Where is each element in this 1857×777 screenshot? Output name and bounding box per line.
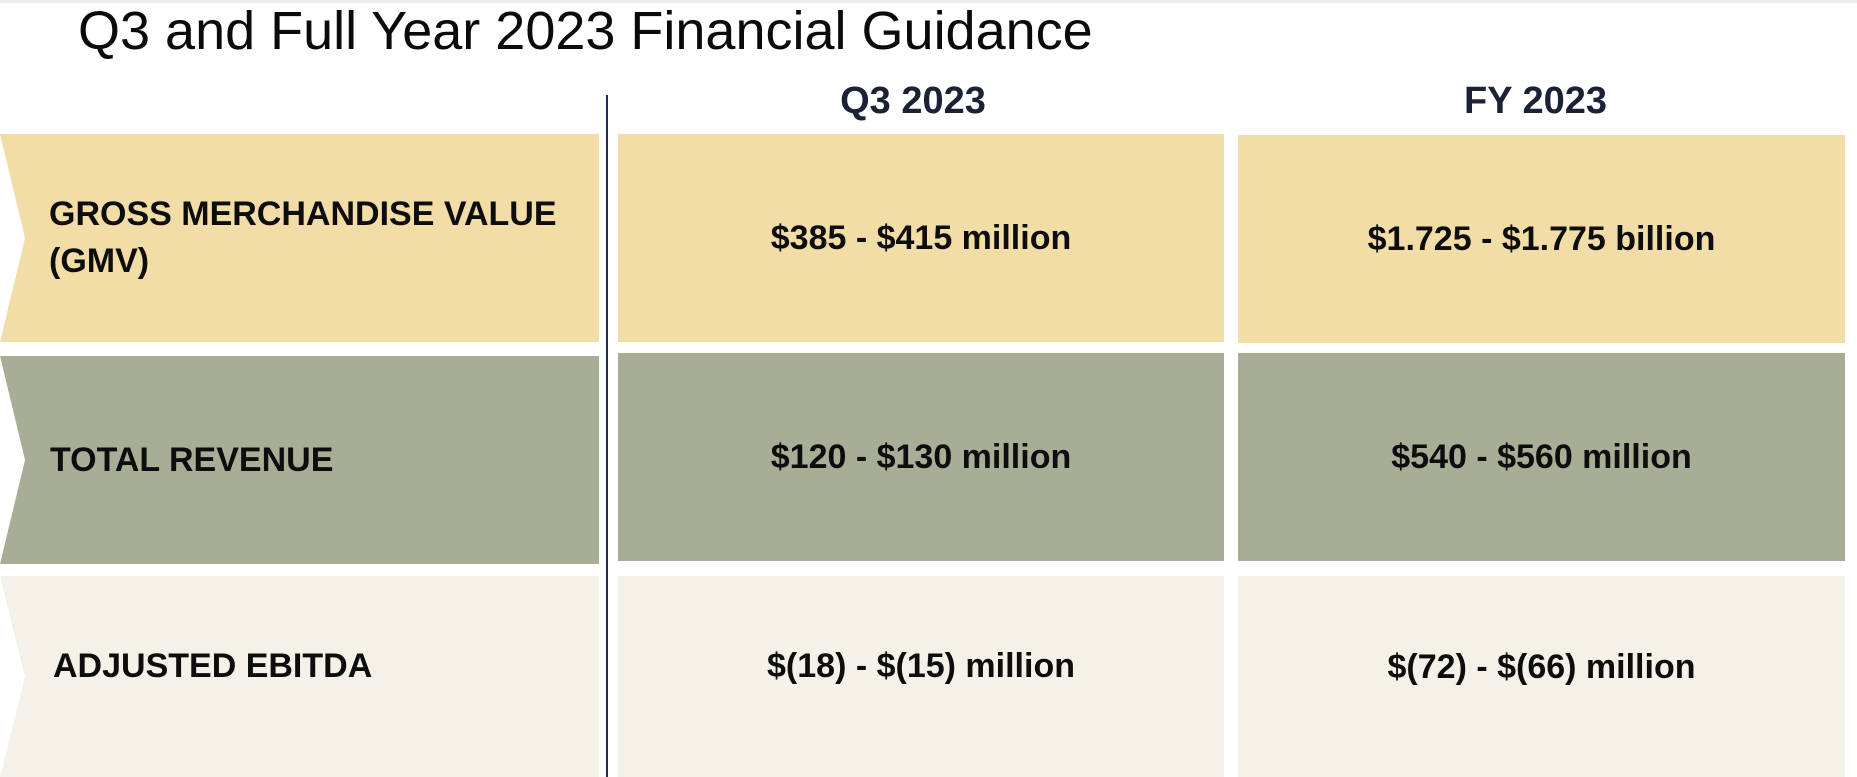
row-label-gmv: GROSS MERCHANDISE VALUE (GMV) [0, 134, 599, 342]
cell-revenue-q3: $120 - $130 million [618, 353, 1224, 561]
row-label-ebitda: ADJUSTED EBITDA [0, 576, 599, 777]
cell-ebitda-fy: $(72) - $(66) million [1238, 576, 1845, 777]
cell-value: $540 - $560 million [1391, 437, 1692, 476]
cell-gmv-q3: $385 - $415 million [618, 134, 1224, 342]
row-label-line: ADJUSTED EBITDA [53, 647, 373, 685]
row-label-text: GROSS MERCHANDISE VALUE (GMV) [49, 191, 557, 285]
row-label-revenue: TOTAL REVENUE [0, 356, 599, 564]
cell-gmv-fy: $1.725 - $1.775 billion [1238, 135, 1845, 343]
cell-value: $1.725 - $1.775 billion [1367, 219, 1716, 258]
row-label-line: TOTAL REVENUE [50, 440, 334, 479]
cell-value: $(18) - $(15) million [767, 647, 1075, 685]
cell-revenue-fy: $540 - $560 million [1238, 353, 1845, 561]
top-border [0, 0, 1857, 3]
row-label-line: GROSS MERCHANDISE VALUE [49, 195, 557, 233]
cell-value: $(72) - $(66) million [1387, 648, 1696, 686]
cell-value: $385 - $415 million [770, 218, 1072, 257]
vertical-divider [606, 95, 608, 777]
row-label-text: ADJUSTED EBITDA [53, 643, 372, 690]
slide-title: Q3 and Full Year 2023 Financial Guidance [78, 1, 1093, 61]
row-label-text: TOTAL REVENUE [50, 437, 333, 484]
row-label-line: (GMV) [49, 242, 150, 280]
column-header-q3: Q3 2023 [840, 80, 986, 122]
cell-value: $120 - $130 million [770, 437, 1072, 476]
cell-ebitda-q3: $(18) - $(15) million [618, 576, 1224, 777]
column-header-fy: FY 2023 [1464, 80, 1607, 122]
